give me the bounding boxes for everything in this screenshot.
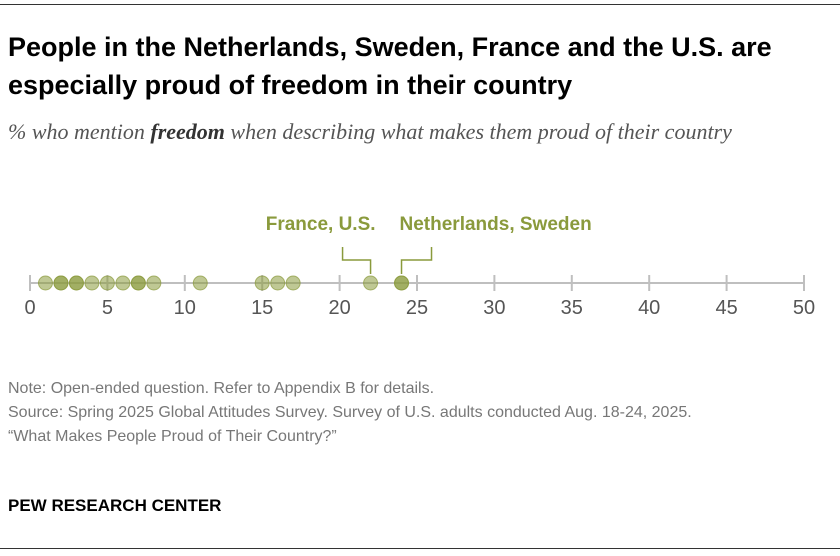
tick-label: 35	[561, 297, 583, 319]
subtitle-emphasis: freedom	[150, 119, 225, 144]
tick-label: 30	[483, 297, 505, 319]
data-point	[53, 275, 69, 291]
data-point	[285, 275, 301, 291]
tick-label: 15	[251, 297, 273, 319]
tick-label: 40	[638, 297, 660, 319]
annotation-leader-line	[341, 247, 372, 274]
data-point	[115, 275, 131, 291]
data-point	[84, 275, 100, 291]
subtitle-before: % who mention	[8, 119, 151, 144]
source-text: Source: Spring 2025 Global Attitudes Sur…	[8, 404, 692, 421]
tick-label: 10	[174, 297, 196, 319]
note-text: Note: Open-ended question. Refer to Appe…	[8, 380, 435, 397]
data-point	[270, 275, 286, 291]
data-point	[254, 275, 270, 291]
data-point	[192, 275, 208, 291]
tick-label: 50	[793, 297, 815, 319]
tick-label: 5	[102, 297, 113, 319]
data-point	[37, 275, 53, 291]
tick-label: 20	[328, 297, 350, 319]
tick-label: 0	[24, 297, 35, 319]
subtitle-after: when describing what makes them proud of…	[224, 119, 732, 144]
data-point	[130, 275, 146, 291]
top-rule	[0, 4, 840, 5]
data-point	[68, 275, 84, 291]
notes-block: Note: Open-ended question. Refer to Appe…	[8, 377, 828, 449]
annotation-label: France, U.S.	[266, 214, 376, 235]
data-point	[394, 275, 410, 291]
dot-plot: 0 5 10 15 20 25 30 35 40 45 50 France, U.S. Netherla…	[24, 214, 815, 319]
data-point	[363, 275, 379, 291]
tick-label: 25	[406, 297, 428, 319]
chart-title: People in the Netherlands, Sweden, Franc…	[8, 32, 772, 100]
chart-subtitle: % who mention freedom when describing wh…	[8, 116, 828, 148]
data-point	[146, 275, 162, 291]
data-point	[99, 275, 115, 291]
bottom-rule	[0, 548, 840, 549]
tick-label: 45	[715, 297, 737, 319]
brand-logo-text: PEW RESEARCH CENTER	[8, 496, 222, 515]
annotation-label: Netherlands, Sweden	[400, 214, 592, 235]
annotation-leader-line	[400, 247, 433, 274]
report-title: “What Makes People Proud of Their Countr…	[8, 428, 337, 445]
